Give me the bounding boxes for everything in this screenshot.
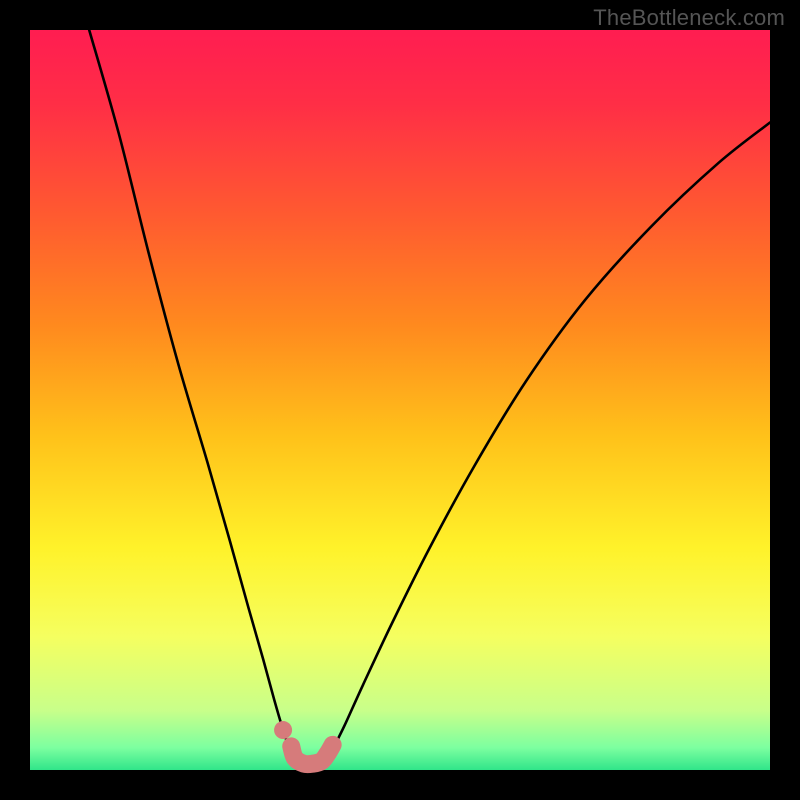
attribution-text: TheBottleneck.com (593, 5, 785, 31)
trough-marker-dot (274, 721, 292, 739)
plot-background (30, 30, 770, 770)
bottleneck-chart (0, 0, 800, 800)
chart-stage: TheBottleneck.com (0, 0, 800, 800)
